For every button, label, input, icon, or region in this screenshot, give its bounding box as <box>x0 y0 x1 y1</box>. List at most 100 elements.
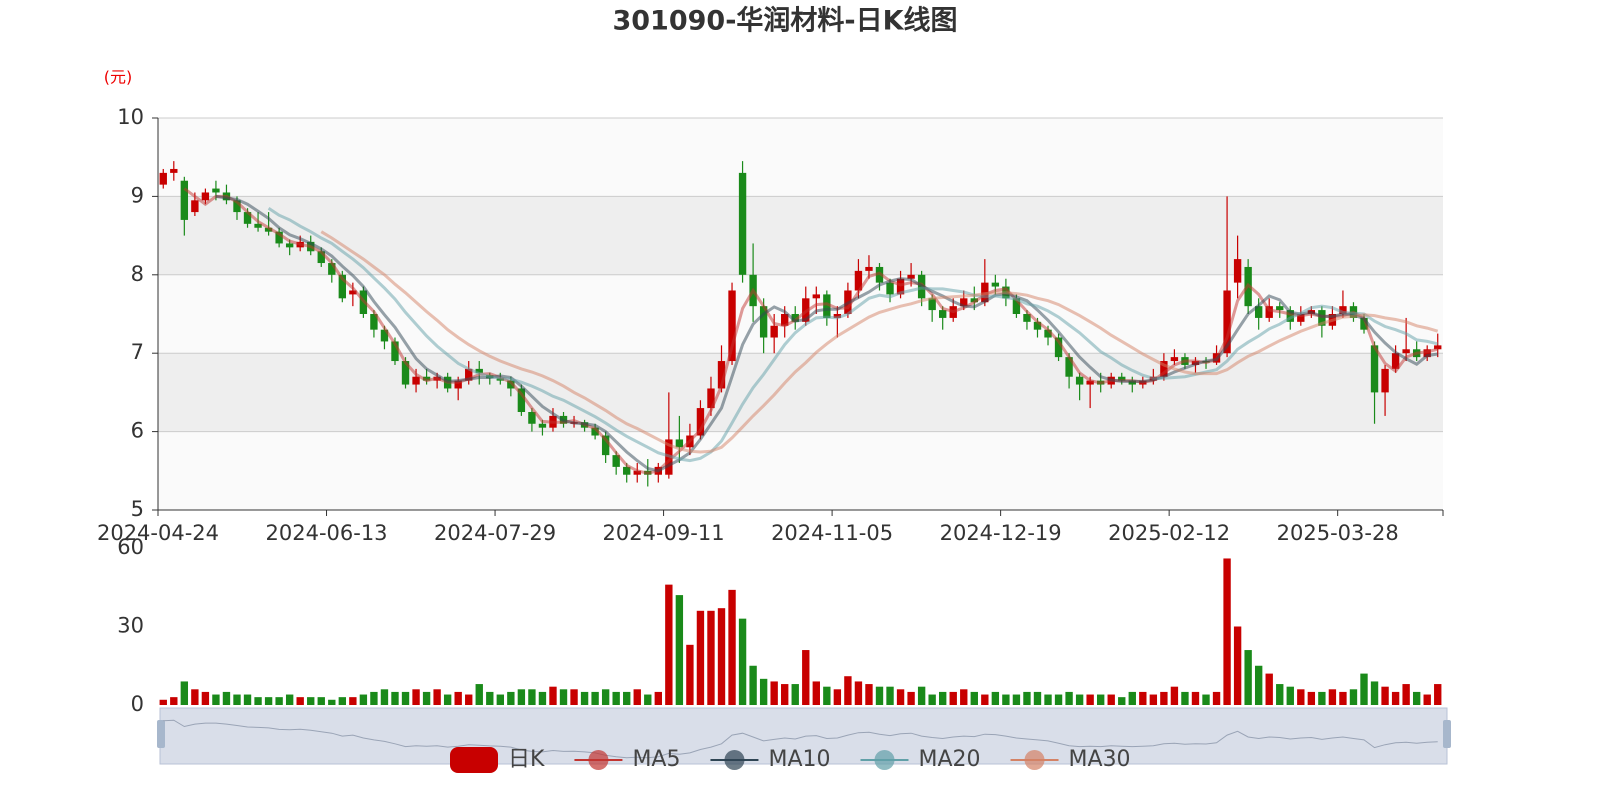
candle-body <box>1434 345 1442 350</box>
legend-icon <box>1024 750 1045 770</box>
candle-body <box>1423 349 1431 358</box>
volume-bar <box>1107 694 1115 705</box>
zoom-handle-left[interactable] <box>157 720 165 748</box>
volume-bar <box>370 691 378 705</box>
volume-bar <box>580 691 589 705</box>
candle-body <box>338 274 347 299</box>
candle-body <box>970 298 978 303</box>
volume-bar <box>285 694 294 705</box>
candle-body <box>401 361 410 385</box>
zoom-preview <box>163 719 1438 759</box>
volume-bar <box>812 681 820 705</box>
candle-body <box>1391 353 1400 369</box>
zoom-slider[interactable] <box>159 707 1448 765</box>
candle-body <box>507 380 515 389</box>
legend-icon <box>724 750 745 770</box>
candle-body <box>538 423 547 428</box>
volume-bar <box>886 686 894 705</box>
candle-body <box>1170 357 1179 362</box>
candle-body <box>1254 306 1263 318</box>
legend-icon <box>588 750 609 770</box>
candle-body <box>896 278 905 295</box>
x-tick-label: 2024-06-13 <box>266 521 388 545</box>
candle-body <box>380 329 389 342</box>
candle-body <box>781 314 789 326</box>
candle-body <box>454 380 462 389</box>
candle-body <box>1381 368 1389 393</box>
y-tick-label: 5 <box>131 497 144 521</box>
volume-bar <box>1381 686 1389 705</box>
volume-bar <box>317 697 325 705</box>
candle-body <box>1276 306 1284 311</box>
volume-bar <box>939 691 947 705</box>
volume-bar <box>1297 689 1305 705</box>
candle-body <box>1265 306 1273 318</box>
split-area <box>158 118 1443 197</box>
candle-body <box>528 412 536 424</box>
candle-body <box>391 341 399 362</box>
candle-body <box>1360 317 1368 330</box>
candle-body <box>1233 259 1242 283</box>
volume-bar <box>1349 689 1358 705</box>
candle-body <box>349 290 357 295</box>
candle-body <box>717 361 726 389</box>
legend-item[interactable]: MA10 <box>710 747 831 772</box>
candle-body <box>275 231 283 244</box>
volume-bar <box>1265 673 1273 705</box>
candle-body <box>1044 329 1052 338</box>
volume-bar <box>465 694 473 705</box>
ma-line <box>183 187 1439 475</box>
legend-item[interactable]: MA30 <box>1010 747 1131 772</box>
volume-bar <box>907 691 915 705</box>
volume-bar <box>475 684 483 705</box>
volume-bar <box>486 691 494 705</box>
legend-item[interactable]: MA5 <box>574 747 680 772</box>
volume-bar <box>275 697 283 705</box>
candle-body <box>285 243 294 248</box>
volume-bar <box>338 697 347 705</box>
volume-tick-label: 60 <box>117 535 144 559</box>
volume-bar <box>264 697 273 705</box>
volume-bar <box>433 689 441 705</box>
x-tick-label: 2024-11-05 <box>771 521 893 545</box>
candle-body <box>233 200 241 213</box>
volume-bar <box>1212 691 1221 705</box>
candle-body <box>738 172 747 275</box>
volume-bar <box>1044 694 1052 705</box>
volume-bar <box>180 681 189 705</box>
volume-bar <box>781 684 789 705</box>
x-tick-label: 2024-04-24 <box>97 521 219 545</box>
ma-line <box>320 230 1439 454</box>
volume-bar <box>1339 691 1347 705</box>
split-area <box>158 196 1443 275</box>
candle-body <box>770 325 778 338</box>
legend-icon <box>874 750 895 770</box>
volume-bar <box>1412 691 1421 705</box>
candle-body <box>991 282 1000 287</box>
volume-bar <box>391 691 399 705</box>
volume-bar <box>359 694 368 705</box>
volume-bar <box>1434 684 1442 705</box>
volume-bar <box>570 689 578 705</box>
candle-body <box>633 470 641 475</box>
volume-bar <box>686 644 694 705</box>
candle-body <box>170 168 178 173</box>
x-tick-label: 2024-07-29 <box>434 521 556 545</box>
candle-body <box>1339 306 1347 314</box>
x-tick-label: 2024-12-19 <box>940 521 1062 545</box>
candle-body <box>1286 310 1294 322</box>
volume-bar <box>675 595 684 705</box>
volume-bar <box>896 689 905 705</box>
legend-item[interactable]: MA20 <box>860 747 981 772</box>
volume-bar <box>833 689 842 705</box>
volume-bar <box>928 694 936 705</box>
volume-bar <box>1023 691 1031 705</box>
volume-bar <box>1065 691 1073 705</box>
zoom-handle-right[interactable] <box>1443 720 1451 748</box>
volume-bar <box>770 681 778 705</box>
legend-item[interactable]: 日K <box>450 747 545 773</box>
candle-body <box>675 439 684 448</box>
legend-icon <box>450 747 498 773</box>
candle-body <box>623 466 631 475</box>
volume-bar <box>254 697 262 705</box>
